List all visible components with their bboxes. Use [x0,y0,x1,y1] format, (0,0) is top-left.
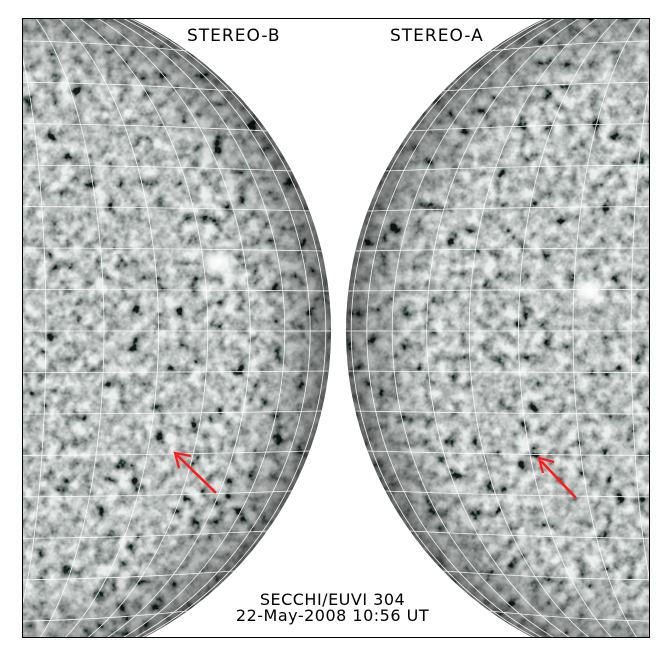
latitude-line [443,81,649,92]
latitude-line [409,123,649,132]
longitude-line [23,19,159,637]
latitude-line [23,206,310,212]
latitude-line [489,610,649,622]
longitude-line [572,19,649,637]
longitude-line [350,19,649,637]
latitude-line [348,289,649,292]
latitude-line [385,164,649,172]
latitude-line [443,570,649,581]
longitude-line [23,19,251,637]
latitude-line [489,40,649,52]
longitude-line [630,19,649,637]
spacecraft-label-stereo-b: STEREO-B [187,26,281,46]
image-frame [22,18,650,638]
solar-disk-stereo-a [346,19,649,637]
active-region-b [201,247,237,279]
latitude-line [23,490,292,498]
latitude-line [23,81,234,92]
latitude-line [23,370,329,373]
instrument-label: SECCHI/EUVI 304 [259,590,406,609]
latitude-line [355,247,649,252]
longitude-line [23,19,47,637]
latitude-line [23,40,188,52]
longitude-line [518,19,649,637]
heliographic-grid-b [23,19,331,637]
latitude-line [367,450,649,456]
arrow-a [537,456,577,499]
latitude-line [23,164,292,172]
latitude-line [385,490,649,498]
latitude-line [355,410,649,415]
latitude-line [23,610,188,622]
latitude-line [23,570,234,581]
latitude-line [348,370,649,373]
longitude-line [391,19,649,637]
arrow-b [173,451,217,494]
longitude-line [23,19,209,637]
latitude-line [409,530,649,539]
longitude-line [23,19,327,637]
spacecraft-label-stereo-a: STEREO-A [390,26,484,46]
latitude-line [367,206,649,212]
active-region-a [571,275,607,307]
latitude-line [23,123,268,132]
observation-caption: SECCHI/EUVI 304 22-May-2008 10:56 UT [0,592,665,624]
latitude-line [23,530,268,539]
latitude-line [23,450,310,456]
longitude-line [23,19,286,637]
solar-scene [23,19,649,637]
solar-disk-stereo-b [23,19,331,637]
longitude-line [426,19,649,637]
latitude-line [23,289,329,292]
longitude-line [23,19,105,637]
longitude-line [23,19,311,637]
latitude-line [23,410,322,415]
longitude-line [468,19,649,637]
observation-datetime: 22-May-2008 10:56 UT [235,606,430,625]
longitude-line [366,19,649,637]
heliographic-grid-a [346,19,649,637]
